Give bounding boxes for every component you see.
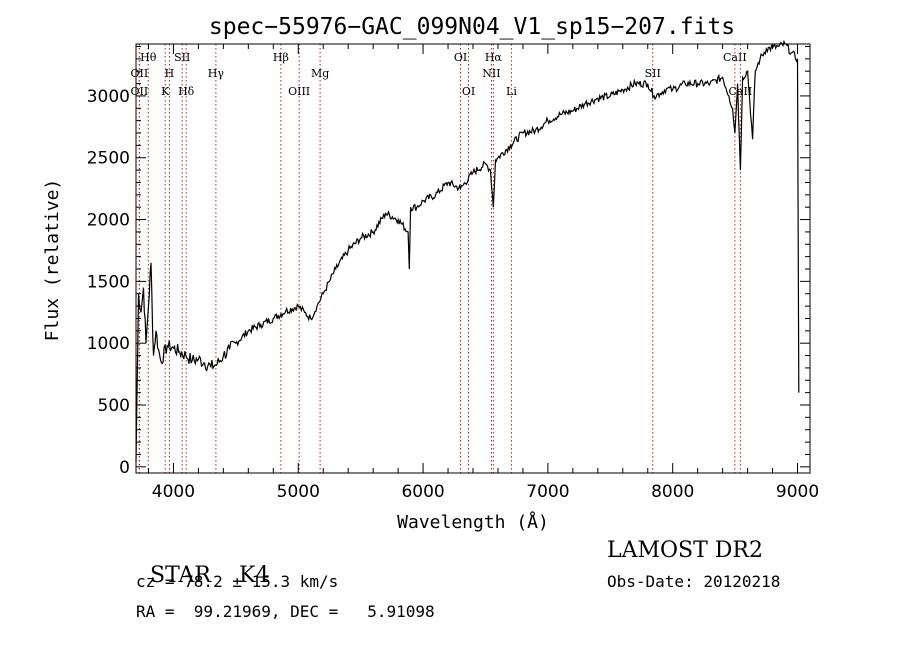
obs-date-label: Obs-Date: 20120218 xyxy=(607,572,781,591)
object-class: STAR xyxy=(150,563,211,588)
marker-label: OΙ xyxy=(454,51,467,64)
x-tick-label: 6000 xyxy=(401,482,444,502)
marker-label: SΙΙ xyxy=(174,51,190,64)
plot-frame xyxy=(135,43,811,474)
marker-label: OΙΙ xyxy=(131,67,149,80)
y-tick-label: 0 xyxy=(119,458,130,478)
chart-title: spec−55976−GAC_099N04_V1_sp15−207.fits xyxy=(209,14,735,40)
marker-label: K xyxy=(161,85,170,98)
marker-label: Hα xyxy=(485,51,503,64)
object-class-label: STAR K4 xyxy=(136,538,269,588)
flux-series-line xyxy=(135,39,800,462)
marker-label: Hθ xyxy=(140,51,157,64)
object-subclass: K4 xyxy=(238,563,270,588)
y-tick-label: 500 xyxy=(98,396,130,416)
y-tick-label: 2000 xyxy=(87,211,130,231)
marker-label: Mg xyxy=(311,67,329,80)
y-axis-label: Flux (relative) xyxy=(42,179,63,342)
y-tick-label: 1500 xyxy=(87,272,130,292)
x-tick-label: 7000 xyxy=(526,482,569,502)
coordinates-label: RA = 99.21969, DEC = 5.91098 xyxy=(136,602,435,621)
marker-label: SΙΙ xyxy=(645,67,661,80)
marker-label: Hγ xyxy=(208,67,225,80)
marker-label: OΙΙΙ xyxy=(288,85,310,98)
y-tick-label: 1000 xyxy=(87,334,130,354)
x-tick-label: 8000 xyxy=(651,482,694,502)
marker-label: H xyxy=(165,67,175,80)
marker-label: NΙΙ xyxy=(482,67,500,80)
axis-ticks: 4000 5000 6000 7000 8000 9000 0 500 1000 1500 2000… xyxy=(87,44,819,502)
y-tick-label: 3000 xyxy=(87,87,130,107)
redshift-label: cz = 78.2 ± 15.3 km/s xyxy=(136,572,339,591)
marker-label: CaΙΙ xyxy=(723,51,747,64)
survey-label: LAMOST DR2 xyxy=(607,538,763,563)
x-tick-label: 4000 xyxy=(152,482,195,502)
marker-label: CaΙΙ xyxy=(729,85,753,98)
marker-label: Hδ xyxy=(178,85,195,98)
y-tick-label: 2500 xyxy=(87,149,130,169)
x-axis-label: Wavelength (Å) xyxy=(397,511,549,533)
x-tick-label: 9000 xyxy=(776,482,819,502)
marker-label: OΙ xyxy=(462,85,475,98)
marker-label: OΙΙ xyxy=(131,85,149,98)
x-tick-label: 5000 xyxy=(277,482,320,502)
marker-label: Li xyxy=(506,85,517,98)
marker-label: Hβ xyxy=(273,51,289,64)
